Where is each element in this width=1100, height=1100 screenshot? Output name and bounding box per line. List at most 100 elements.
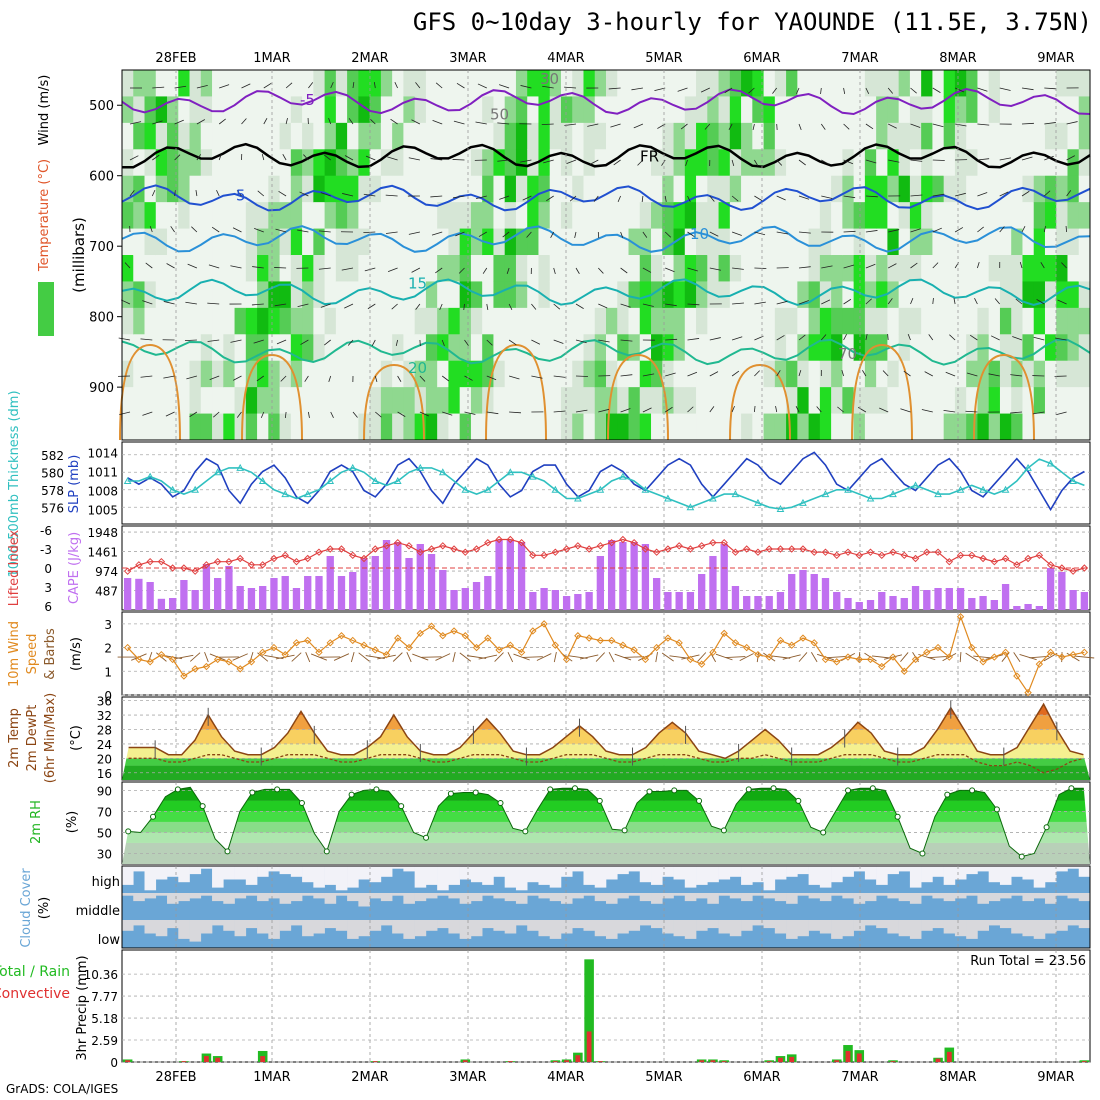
cloud-cell [200, 866, 213, 869]
rh-cell [122, 387, 134, 415]
precip-conv-bar [789, 1056, 795, 1062]
rh-cell [774, 122, 787, 150]
precip-conv-bar [856, 1053, 862, 1062]
rh-cell [493, 307, 506, 335]
cape-bar [349, 572, 357, 610]
rh-cell [1078, 122, 1091, 150]
wind-barb [430, 195, 443, 198]
rh-cell [538, 122, 551, 150]
li-marker [596, 542, 605, 550]
wind-barb [1044, 155, 1054, 161]
wind-barb [888, 159, 900, 163]
wind10-barb [189, 652, 201, 662]
rh2m-tick-label: 70 [97, 805, 112, 819]
rh-cell [549, 360, 562, 388]
rh-cell [752, 360, 765, 388]
cloud-cell [954, 893, 967, 899]
li-marker [900, 551, 908, 560]
rh-cell [583, 255, 596, 282]
wind-barb [620, 408, 631, 413]
wind-barb [610, 123, 621, 128]
warm-contour [119, 343, 181, 441]
rh-cell [606, 175, 618, 203]
rh-cell [977, 413, 990, 441]
wind-barb [654, 87, 666, 92]
contour-label: 50 [490, 105, 509, 123]
rh-cell [1067, 387, 1080, 415]
wind-barb [977, 192, 988, 197]
wind-barb [932, 297, 934, 305]
wind10-barb [965, 652, 979, 662]
wind-barb [230, 265, 242, 269]
wind-barb [431, 231, 443, 236]
rh-cell [1044, 360, 1057, 388]
wind10-marker [641, 655, 650, 664]
rh-cell [932, 96, 945, 124]
wind-barb [687, 303, 700, 306]
wind-barb [945, 371, 956, 377]
dewpt-line [128, 754, 1084, 774]
cloud-cell [819, 893, 832, 902]
wind-barb [776, 195, 786, 201]
li-marker [574, 542, 582, 550]
rh-cell [898, 387, 911, 415]
temp-band [122, 704, 1090, 716]
cape-bar [596, 556, 605, 610]
wind-barb [163, 375, 175, 379]
wind-barb [458, 267, 465, 274]
rh-cell [729, 202, 742, 230]
wind-barb [977, 226, 984, 233]
rh-cell [335, 122, 348, 150]
wind10-marker [416, 629, 424, 638]
rh-cell [887, 360, 900, 388]
rh-cell [1067, 334, 1080, 362]
rh-cell [594, 255, 607, 282]
rh-cell [786, 122, 798, 150]
rh-cell [133, 70, 146, 97]
rh-cell [909, 228, 922, 256]
rh-cell [335, 387, 348, 415]
rh-cell [358, 334, 371, 362]
rh-cell [1033, 413, 1046, 441]
rh-cell [684, 255, 697, 282]
thickness-marker [123, 476, 132, 484]
rh-cell [527, 387, 539, 415]
rh-cell [414, 334, 427, 362]
cloud-cell [302, 893, 314, 896]
rh-cell [257, 122, 269, 150]
rh2m-marker [894, 813, 901, 820]
wind-barb [932, 123, 944, 128]
cloud-cell [212, 866, 224, 888]
rh-cell [954, 202, 967, 230]
rh-cell [167, 202, 179, 230]
rh-cell [302, 122, 314, 150]
rh-cell [954, 360, 967, 388]
rh-cell [1011, 413, 1023, 441]
cloud-cell [909, 893, 922, 904]
rh-cell [977, 228, 990, 256]
precip-conv-bar [586, 1031, 592, 1062]
rh-cell [212, 255, 224, 282]
rh-cell [358, 255, 371, 282]
thickness-marker [1024, 463, 1032, 471]
wind-barb [475, 121, 487, 125]
precip-conv-bar [946, 1051, 952, 1062]
rh-cell [572, 334, 584, 362]
rh-cell [786, 281, 798, 309]
rh-cell [853, 175, 866, 203]
wind-barb [776, 231, 789, 235]
slp-line [127, 451, 1085, 512]
rh-cell [1044, 307, 1057, 335]
cloud-cell [155, 893, 168, 896]
wind-barb [843, 123, 850, 130]
cloud-cell [797, 920, 809, 937]
rh-cell [662, 70, 675, 97]
rh-cell [133, 122, 146, 150]
rh-cell [414, 70, 427, 97]
wind-barb [709, 371, 719, 377]
rh-cell [392, 255, 404, 282]
rh-cell [752, 281, 765, 309]
rh-cell [403, 360, 416, 388]
rh-cell [583, 387, 596, 415]
thickness-marker [483, 485, 492, 493]
